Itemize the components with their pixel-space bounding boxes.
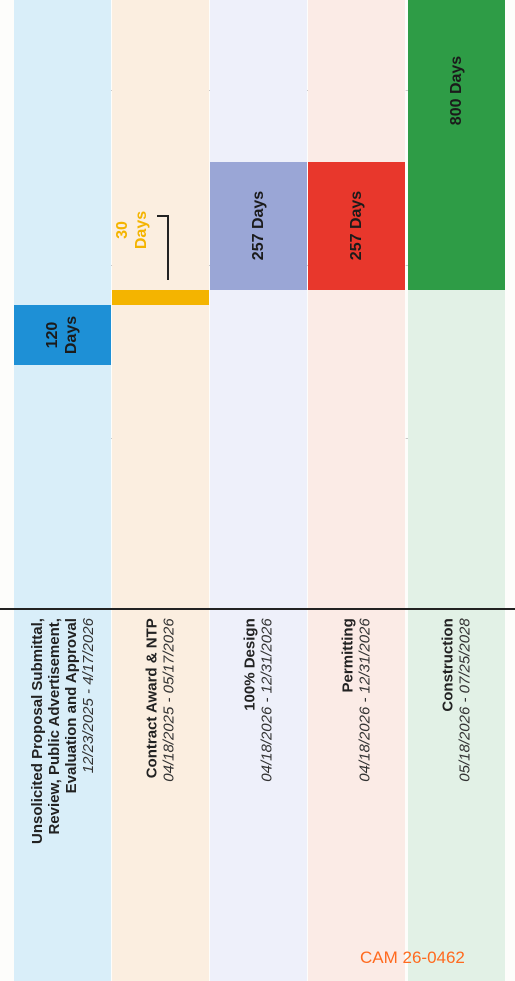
lane-3 — [210, 0, 307, 981]
category-dates: 05/18/2026 - 07/25/2028 — [456, 617, 474, 782]
callout-bracket — [157, 215, 169, 280]
category-name-line: Construction — [439, 617, 457, 712]
value-label-4: 257 Days — [347, 191, 366, 260]
value-label-line: Days — [63, 315, 81, 355]
bar-4 — [308, 161, 405, 290]
value-label-2: 30 Days — [113, 211, 151, 249]
category-name-line: Review, Public Advertisement, — [45, 618, 63, 835]
category-name-line: Unsolicited Proposal Submittal, — [28, 618, 46, 844]
bar-1 — [14, 305, 111, 365]
value-label-line: 257 Days — [249, 191, 267, 261]
value-label-5: 800 Days — [447, 55, 466, 124]
category-dates: 04/18/2026 - 12/31/2026 — [356, 617, 374, 782]
value-label-line: 257 Days — [347, 191, 365, 261]
lane-2 — [112, 0, 209, 981]
category-label-3: 100% Design 04/18/2026 - 12/31/2026 — [241, 618, 275, 781]
category-dates: 04/18/2025 - 05/17/2026 — [160, 617, 178, 782]
category-dates: 04/18/2026 - 12/31/2026 — [258, 617, 276, 782]
value-label-line: Days — [133, 210, 150, 250]
category-dates: 12/23/2025 - 4/17/2026 — [79, 618, 97, 774]
category-label-4: Permitting 04/18/2026 - 12/31/2026 — [339, 618, 373, 781]
value-label-1: 120 Days — [44, 316, 82, 354]
category-label-5: Construction 05/18/2026 - 07/25/2028 — [439, 618, 473, 781]
category-label-1: Unsolicited Proposal Submittal, Review, P… — [29, 618, 97, 844]
value-label-3: 257 Days — [249, 191, 268, 260]
lane-1 — [14, 0, 111, 981]
label-divider-line — [0, 608, 515, 610]
value-label-line: 800 Days — [447, 55, 465, 125]
category-name-line: Evaluation and Approval — [62, 618, 80, 794]
bar-5 — [408, 0, 505, 290]
lane-4 — [308, 0, 405, 981]
category-name-line: Permitting — [339, 617, 357, 693]
category-name-line: 100% Design — [241, 617, 259, 711]
category-label-2: Contract Award & NTP 04/18/2025 - 05/17/2… — [143, 618, 177, 781]
bar-3 — [210, 161, 307, 290]
value-label-line: 30 — [114, 221, 131, 239]
value-label-line: 120 — [44, 321, 62, 349]
reference-number: CAM 26-0462 — [360, 948, 465, 967]
category-name-line: Contract Award & NTP — [143, 617, 161, 779]
bar-2 — [112, 290, 209, 305]
